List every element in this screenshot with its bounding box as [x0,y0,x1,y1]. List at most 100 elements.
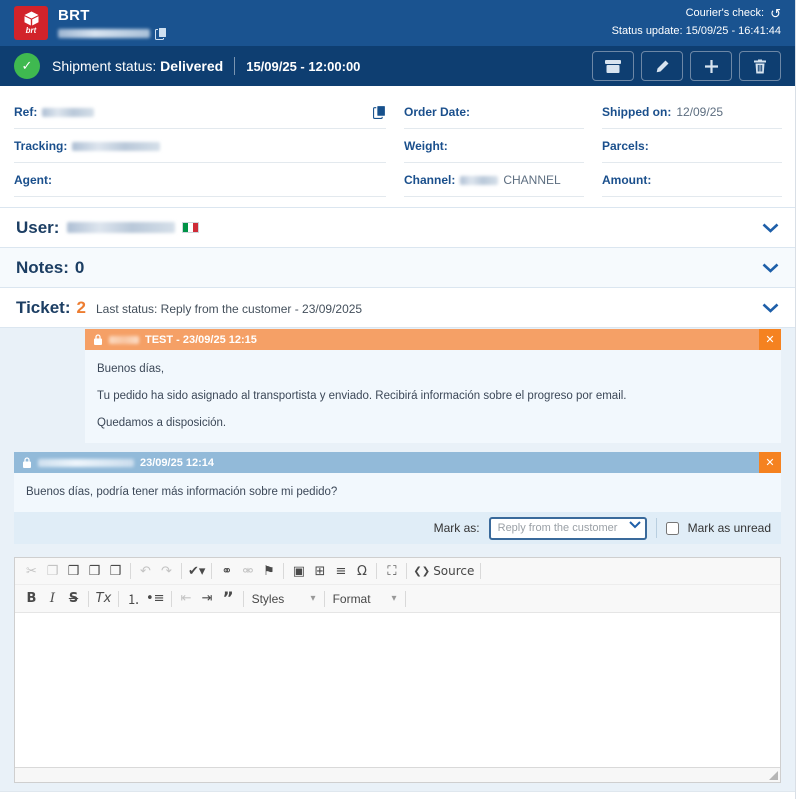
field-channel: Channel: CHANNEL [404,163,584,197]
format-label: Format [332,591,371,606]
redacted-user-name [67,222,176,233]
page-title: BRT [58,6,90,24]
ordered-list-icon[interactable]: ⒈ [126,593,140,608]
message-paragraph: Tu pedido ha sido asignado al transporti… [97,390,627,402]
parcels-label: Parcels: [602,139,649,153]
field-weight: Weight: [404,129,584,163]
paste-word-icon[interactable]: ❒ [109,563,122,579]
remove-format-icon[interactable]: Tx [95,591,112,606]
message-paragraph: Quedamos a disposición. [97,417,227,429]
message-paragraph: Buenos días, [97,363,165,375]
mark-unread-checkbox[interactable] [665,521,679,535]
message-paragraph: Buenos días, podría tener más informació… [26,486,338,498]
table-icon[interactable]: ⊞ [314,563,326,579]
lock-icon [94,333,102,345]
message-header-text: TEST - 23/09/25 12:15 [145,333,257,346]
format-dropdown[interactable]: Format ▾ [329,589,401,609]
paste-text-icon[interactable]: ❒ [88,563,101,579]
special-char-icon[interactable]: Ω [356,563,367,579]
weight-label: Weight: [404,139,448,153]
message-body: Buenos días, Tu pedido ha sido asignado … [85,350,781,443]
ticket-chevron-icon[interactable] [762,303,779,313]
edit-button[interactable] [641,51,683,81]
ticket-label: Ticket: [16,297,71,317]
chevron-down-icon: ▾ [310,593,316,604]
blockquote-icon[interactable]: ” [222,588,234,609]
cut-icon: ✂ [26,563,37,579]
parcel-button[interactable] [592,51,634,81]
message-header: TEST - 23/09/25 12:15 ✕ [85,329,781,350]
shipment-fields: Ref: Order Date: Shipped on: 12/09/25 Tr… [0,86,795,201]
brt-logo: brt [14,6,48,40]
add-button[interactable] [690,51,732,81]
source-button[interactable]: ❮❯ Source [411,561,476,581]
field-parcels: Parcels: [602,129,782,163]
mark-unread-label: Mark as unread [687,521,771,535]
section-notes[interactable]: Notes: 0 [0,247,795,287]
message-header-text: 23/09/25 12:14 [140,456,215,469]
redacted-ref-value [42,107,95,117]
history-icon[interactable]: ↺ [770,6,781,22]
source-icon: ❮❯ [413,565,431,577]
styles-label: Styles [251,591,285,606]
section-user[interactable]: User: [0,207,795,247]
parcel-cube-icon [24,11,38,26]
outdent-icon: ⇤ [180,591,192,606]
message-header: 23/09/25 12:14 ✕ [14,452,781,473]
redacted-tracking-code [58,28,150,38]
italic-icon[interactable]: I [49,591,56,606]
user-chevron-icon[interactable] [762,223,779,233]
field-ref: Ref: [14,95,386,129]
notes-chevron-icon[interactable] [762,263,779,273]
shipped-on-value: 12/09/25 [676,105,724,119]
shipment-status-datetime: 15/09/25 - 12:00:00 [246,58,361,74]
maximize-icon[interactable]: ⛶ [387,563,397,579]
message-body: Buenos días, podría tener más informació… [14,473,781,512]
undo-icon: ↶ [140,563,151,579]
paste-icon[interactable]: ❒ [67,563,80,579]
amount-label: Amount: [602,173,652,187]
tracking-label: Tracking: [14,139,68,153]
horizontal-rule-icon[interactable]: ≡ [335,563,347,579]
copy-icon[interactable] [373,105,386,119]
shipment-status-label: Shipment status: [52,58,157,74]
close-message-icon[interactable]: ✕ [759,452,781,473]
redacted-sender-name [109,335,139,344]
plus-icon [704,59,718,73]
link-icon[interactable]: ⚭ [221,563,233,579]
image-icon[interactable]: ▣ [292,563,306,579]
mark-as-select[interactable]: Reply from the customer [488,516,647,540]
status-update-text: Status update: 15/09/25 - 16:41:44 [611,25,781,37]
app-header: brt BRT Courier's check: ↺ Status update… [0,0,795,46]
ref-label: Ref: [14,105,38,119]
section-ticket[interactable]: Ticket: 2 Last status: Reply from the cu… [0,287,795,327]
copy-icon[interactable] [155,26,167,40]
delete-button[interactable] [739,51,781,81]
resize-handle[interactable] [769,771,778,780]
spellcheck-icon[interactable]: ✔▾ [188,563,206,579]
ticket-content: TEST - 23/09/25 12:15 ✕ Buenos días, Tu … [0,327,795,792]
notes-label: Notes: [16,257,69,277]
editor-toolbar-row1: ✂ ❐ ❒ ❒ ❒ ↶ ↷ ✔▾ ⚭ ⚮ ⚑ ▣ ⊞ ≡ Ω ⛶ [15,558,780,585]
field-tracking: Tracking: [14,129,386,163]
redacted-channel-prefix [460,175,499,185]
anchor-flag-icon[interactable]: ⚑ [263,563,275,579]
italy-flag-icon [182,222,200,233]
close-message-icon[interactable]: ✕ [759,329,781,350]
styles-dropdown[interactable]: Styles ▾ [248,589,320,609]
ticket-message-agent: TEST - 23/09/25 12:15 ✕ Buenos días, Tu … [85,329,781,443]
indent-icon[interactable]: ⇥ [201,591,213,606]
bulleted-list-icon[interactable]: •≡ [146,591,165,606]
order-date-label: Order Date: [404,105,471,119]
channel-label: Channel: [404,173,456,187]
page-footer: Enter [0,792,795,799]
shipped-on-label: Shipped on: [602,105,672,119]
chevron-down-icon: ▾ [391,593,397,604]
agent-label: Agent: [14,173,52,187]
trash-icon [754,59,766,73]
bold-icon[interactable]: B [26,591,37,606]
lock-icon [23,456,31,468]
user-label: User: [16,217,60,237]
strikethrough-icon[interactable]: S [68,591,79,606]
editor-content-area[interactable] [15,612,780,767]
